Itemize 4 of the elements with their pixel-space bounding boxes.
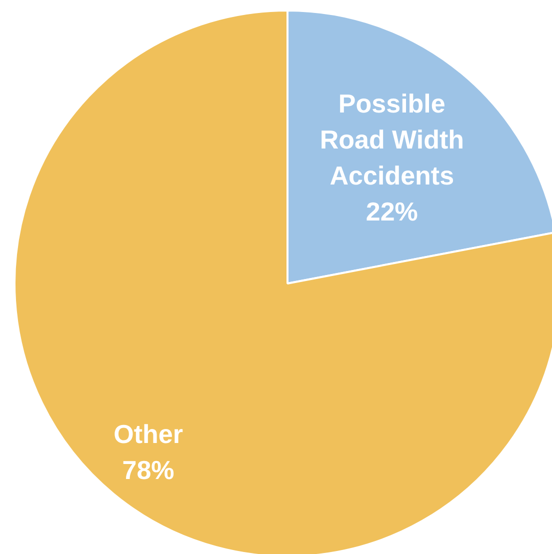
slice-label: Possible Road Width Accidents — [320, 88, 464, 190]
data-label: 22% — [366, 196, 418, 226]
data-label: 78% — [122, 454, 174, 485]
slice-label: Other — [114, 418, 183, 449]
